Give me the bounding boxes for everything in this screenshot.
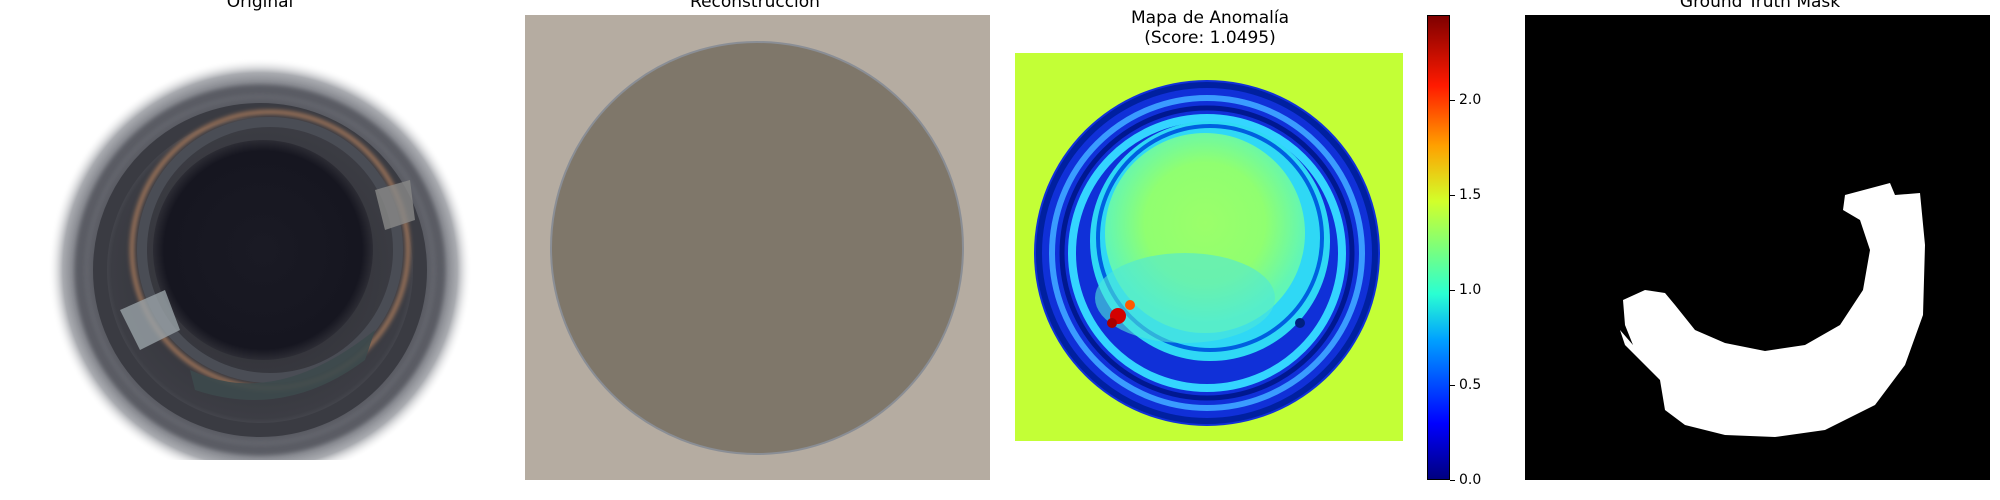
colorbar-tick-label: 0.5: [1459, 377, 1482, 393]
colorbar-tick-label: 1.5: [1459, 187, 1482, 203]
ground-truth-title: Ground Truth Mask: [1679, 0, 1841, 12]
anomaly-map-image: [1015, 53, 1403, 441]
reconstruction-title: Reconstrucción: [690, 0, 820, 12]
colorbar: [1427, 15, 1450, 480]
anomaly-heatmap: [1034, 80, 1380, 426]
colorbar-tick-mark: [1450, 100, 1455, 101]
colorbar-tick-mark: [1450, 195, 1455, 196]
colorbar-tick-mark: [1450, 480, 1455, 481]
colorbar-tick-mark: [1450, 385, 1455, 386]
ground-truth-image: [1525, 15, 1990, 480]
defect-mask: [1620, 183, 1925, 437]
colorbar-tick-mark: [1450, 290, 1455, 291]
colorbar-tick-label: 0.0: [1459, 472, 1482, 488]
reconstruction-image: [525, 15, 990, 480]
bottle-top-photo: [45, 30, 475, 460]
anomaly-map-score: (Score: 1.0495): [1144, 28, 1276, 48]
original-title: Original: [226, 0, 294, 12]
reconstructed-disk: [550, 41, 964, 455]
original-image: [45, 30, 475, 460]
colorbar-tick-label: 1.0: [1459, 282, 1482, 298]
colorbar-tick-label: 2.0: [1459, 92, 1482, 108]
anomaly-map-title-line1: Mapa de Anomalía: [1131, 8, 1289, 28]
anomaly-map-title: Mapa de Anomalía (Score: 1.0495): [1080, 8, 1340, 48]
